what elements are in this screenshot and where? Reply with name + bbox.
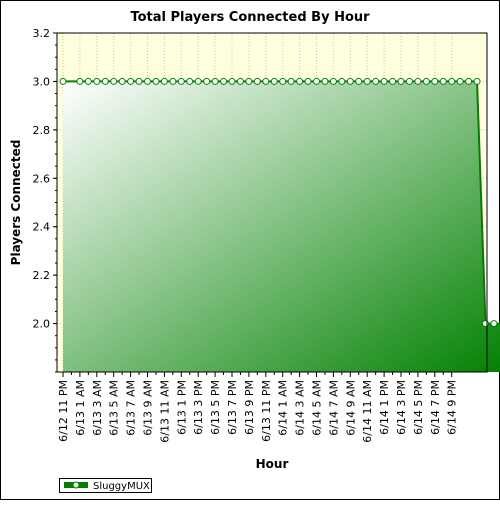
x-tick-label: 6/13 5 PM (209, 380, 222, 435)
data-point (321, 77, 329, 85)
x-tick-label: 6/13 3 PM (192, 380, 205, 435)
data-point (490, 320, 498, 328)
x-axis-ticks: 6/12 11 PM 6/13 1 AM 6/13 3 AM 6/13 5 AM 6/1… (57, 372, 459, 443)
data-point (397, 77, 405, 85)
y-axis-ticks: 2.0 2.2 2.4 2.6 2.8 3.0 3.2 (33, 27, 57, 373)
x-tick-label: 6/14 9 PM (446, 380, 459, 435)
x-tick-label: 6/13 11 AM (158, 380, 171, 443)
data-point (287, 77, 295, 85)
x-tick-label: 6/13 7 PM (226, 380, 239, 435)
y-tick-label: 2.8 (33, 124, 51, 137)
x-tick-label: 6/14 5 PM (412, 380, 425, 435)
x-tick-label: 6/13 1 AM (74, 380, 87, 436)
x-tick-label: 6/14 5 AM (311, 380, 324, 436)
data-point (152, 77, 160, 85)
legend-label: SluggyMUX (93, 481, 150, 492)
data-point (422, 77, 430, 85)
data-point (93, 77, 101, 85)
data-point (144, 77, 151, 85)
x-tick-label: 6/14 3 AM (294, 380, 307, 436)
data-point (372, 77, 380, 85)
x-tick-label: 6/13 3 AM (91, 380, 104, 436)
data-point (482, 320, 489, 328)
data-point (389, 77, 397, 85)
data-point (245, 77, 253, 85)
data-point (405, 77, 413, 85)
legend: SluggyMUX (59, 478, 152, 493)
x-tick-label: 6/14 1 AM (277, 380, 290, 436)
x-tick-label: 6/13 7 AM (125, 380, 138, 436)
x-tick-label: 6/14 1 PM (378, 380, 391, 435)
data-point (177, 77, 185, 85)
data-point (84, 77, 92, 85)
data-point (448, 77, 456, 85)
x-tick-label: 6/13 9 PM (243, 380, 256, 435)
x-tick-label: 6/13 11 PM (260, 380, 273, 442)
data-point (203, 77, 211, 85)
data-point (160, 77, 168, 85)
chart-title: Total Players Connected By Hour (130, 10, 370, 25)
data-point (329, 77, 337, 85)
data-point (296, 77, 304, 85)
data-points (59, 77, 500, 328)
legend-marker-icon (72, 481, 80, 489)
data-point (304, 77, 312, 85)
x-tick-label: 6/14 3 PM (395, 380, 408, 435)
data-point (211, 77, 219, 85)
data-point (194, 77, 202, 85)
data-point (110, 77, 118, 85)
x-tick-label: 6/13 5 AM (108, 380, 121, 436)
y-tick-label: 3.0 (33, 75, 51, 88)
data-point (262, 77, 270, 85)
y-tick-label: 2.0 (33, 318, 51, 331)
data-point (127, 77, 135, 85)
data-point (279, 77, 287, 85)
data-point (338, 77, 346, 85)
data-point (59, 77, 67, 85)
data-point (439, 77, 447, 85)
y-tick-label: 2.6 (33, 172, 51, 185)
data-point (456, 77, 464, 85)
data-point (414, 77, 422, 85)
x-tick-label: 6/14 9 AM (344, 380, 357, 436)
series-area-sluggymux (63, 81, 500, 372)
y-tick-label: 2.4 (33, 221, 51, 234)
data-point (270, 77, 278, 85)
data-point (135, 77, 143, 85)
x-tick-label: 6/13 1 PM (175, 380, 188, 435)
y-axis-title: Players Connected (9, 140, 23, 266)
x-tick-label: 6/14 7 AM (327, 380, 340, 436)
data-point (380, 77, 388, 85)
data-point (313, 77, 320, 85)
data-point (473, 77, 481, 85)
data-point (355, 77, 363, 85)
data-point (101, 77, 109, 85)
x-tick-label: 6/12 11 PM (57, 380, 70, 442)
data-point (363, 77, 371, 85)
x-tick-label: 6/14 11 AM (361, 380, 374, 443)
data-point (431, 77, 439, 85)
data-point (76, 77, 84, 85)
x-axis-title: Hour (256, 457, 289, 471)
data-point (346, 77, 354, 85)
data-point (169, 77, 177, 85)
x-tick-label: 6/14 7 PM (429, 380, 442, 435)
data-point (220, 77, 228, 85)
data-point (465, 77, 473, 85)
data-point (228, 77, 236, 85)
data-point (186, 77, 194, 85)
data-point (236, 77, 244, 85)
y-tick-label: 3.2 (33, 27, 51, 40)
y-tick-label: 2.2 (33, 269, 51, 282)
x-tick-label: 6/13 9 AM (142, 380, 155, 436)
data-point (118, 77, 126, 85)
data-point (253, 77, 261, 85)
